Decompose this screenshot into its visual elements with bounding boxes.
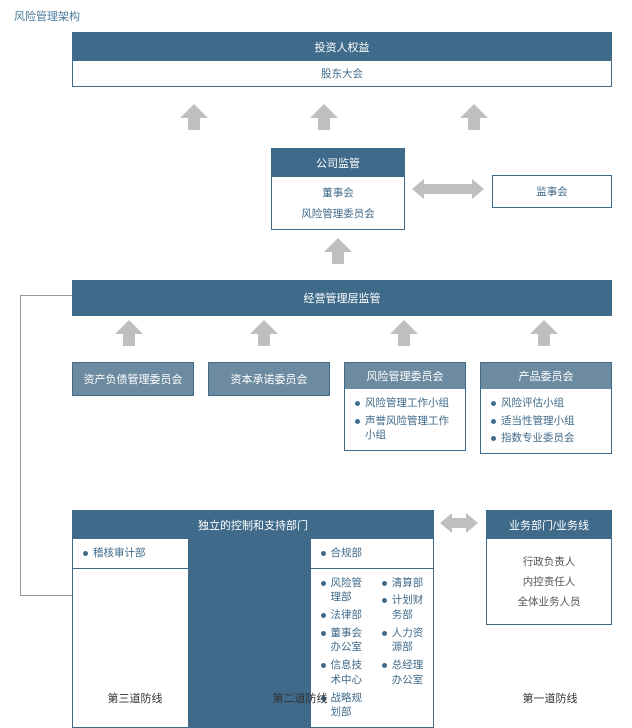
bi-arrow-icon: [452, 518, 466, 528]
shareholder-body: 股东大会: [73, 61, 611, 86]
list-item: 总经理办公室: [382, 658, 427, 687]
compliance-list: 合规部: [311, 539, 434, 568]
connector-line: [20, 595, 72, 596]
committee-risk: 风险管理委员会 风险管理工作小组 声誉风险管理工作小组: [344, 362, 466, 451]
list-item: 适当性管理小组: [491, 414, 605, 429]
defense-line-3: 第三道防线: [95, 690, 175, 706]
control-dept-header: 独立的控制和支持部门: [73, 511, 433, 539]
list-item: 行政负责人: [491, 554, 607, 569]
list-item: 风险管理工作小组: [355, 396, 459, 411]
arrow-icon: [390, 320, 418, 334]
committee-asset-label: 资产负债管理委员会: [73, 363, 193, 395]
arrow-icon: [180, 104, 208, 118]
arrow-icon: [250, 320, 278, 334]
committee-risk-list: 风险管理工作小组 声誉风险管理工作小组: [345, 389, 465, 450]
supervisory-board-label: 监事会: [493, 176, 611, 207]
business-box: 业务部门/业务线 行政负责人 内控责任人 全体业务人员: [486, 510, 612, 625]
committee-risk-label: 风险管理委员会: [345, 363, 465, 389]
list-item: 董事会办公室: [321, 626, 366, 655]
committee-capital: 资本承诺委员会: [208, 362, 330, 396]
investor-header: 投资人权益: [73, 33, 611, 61]
control-dept-top: 稽核审计部 合规部: [73, 539, 433, 569]
audit-list: 稽核审计部: [73, 539, 188, 568]
bi-arrow-icon: [424, 184, 472, 194]
connector-line: [20, 295, 72, 296]
arrow-icon: [530, 320, 558, 334]
investor-box: 投资人权益 股东大会: [72, 32, 612, 87]
list-item: 人力资源部: [382, 626, 427, 655]
list-item: 风险评估小组: [491, 396, 605, 411]
list-item: 计划财务部: [382, 593, 427, 622]
supervision-header: 公司监管: [272, 149, 404, 177]
committee-product-label: 产品委员会: [481, 363, 611, 389]
arrow-icon: [460, 104, 488, 118]
connector-line: [20, 295, 21, 595]
management-label: 经营管理层监管: [73, 281, 611, 315]
supervision-box: 公司监管 董事会 风险管理委员会: [271, 148, 405, 230]
list-item: 风险管理部: [321, 576, 366, 605]
defense-line-2: 第二道防线: [260, 690, 340, 706]
committee-product-list: 风险评估小组 适当性管理小组 指数专业委员会: [481, 389, 611, 453]
supervision-body: 董事会 风险管理委员会: [272, 177, 404, 229]
arrow-icon: [310, 104, 338, 118]
board-label: 董事会: [276, 185, 400, 200]
management-bar: 经营管理层监管: [72, 280, 612, 316]
defense-line-1: 第一道防线: [510, 690, 590, 706]
business-list: 行政负责人 内控责任人 全体业务人员: [487, 539, 611, 624]
list-item: 合规部: [321, 546, 428, 561]
list-item: 清算部: [382, 576, 427, 591]
business-header: 业务部门/业务线: [487, 511, 611, 539]
list-item: 指数专业委员会: [491, 431, 605, 446]
dept-col-right: 清算部 计划财务部 人力资源部 总经理办公室: [372, 569, 433, 727]
supervisory-board-box: 监事会: [492, 175, 612, 208]
page-title: 风险管理架构: [14, 8, 80, 24]
risk-committee-label: 风险管理委员会: [276, 206, 400, 221]
list-item: 法律部: [321, 608, 366, 623]
list-item: 内控责任人: [491, 574, 607, 589]
committee-product: 产品委员会 风险评估小组 适当性管理小组 指数专业委员会: [480, 362, 612, 454]
committee-capital-label: 资本承诺委员会: [209, 363, 329, 395]
list-item: 声誉风险管理工作小组: [355, 414, 459, 443]
arrow-icon: [115, 320, 143, 334]
committee-asset: 资产负债管理委员会: [72, 362, 194, 396]
list-item: 全体业务人员: [491, 594, 607, 609]
divider: [188, 539, 311, 568]
arrow-icon: [324, 238, 352, 252]
list-item: 信息技术中心: [321, 658, 366, 687]
list-item: 稽核审计部: [83, 546, 182, 561]
